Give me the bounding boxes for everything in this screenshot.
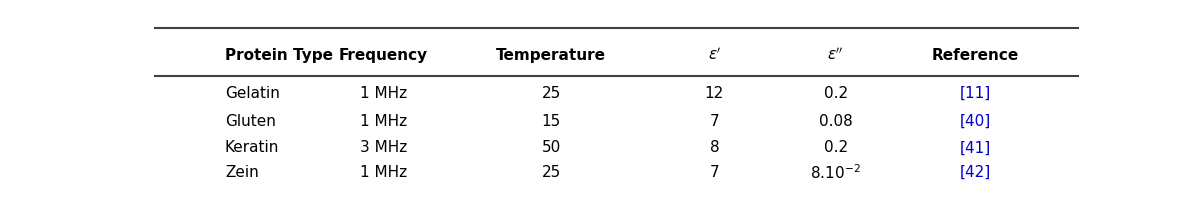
Text: [40]: [40] [960,114,991,128]
Text: 1 MHz: 1 MHz [360,114,407,128]
Text: 0.2: 0.2 [824,86,848,101]
Text: 25: 25 [541,164,561,179]
Text: Gluten: Gluten [225,114,275,128]
Text: $\varepsilon''$: $\varepsilon''$ [828,47,845,63]
Text: 7: 7 [710,164,719,179]
Text: [11]: [11] [960,86,991,101]
Text: 0.2: 0.2 [824,140,848,155]
Text: 3 MHz: 3 MHz [360,140,407,155]
Text: 7: 7 [710,114,719,128]
Text: 1 MHz: 1 MHz [360,86,407,101]
Text: 15: 15 [541,114,561,128]
Text: 12: 12 [705,86,724,101]
Text: Temperature: Temperature [497,47,606,62]
Text: Gelatin: Gelatin [225,86,280,101]
Text: Protein Type: Protein Type [225,47,333,62]
Text: $\varepsilon'$: $\varepsilon'$ [707,47,722,63]
Text: 8: 8 [710,140,719,155]
Text: Frequency: Frequency [339,47,428,62]
Text: [41]: [41] [960,140,991,155]
Text: 1 MHz: 1 MHz [360,164,407,179]
Text: Keratin: Keratin [225,140,279,155]
Text: 0.08: 0.08 [819,114,853,128]
Text: Reference: Reference [932,47,1019,62]
Text: [42]: [42] [960,164,991,179]
Text: 50: 50 [541,140,561,155]
Text: $8.10^{-2}$: $8.10^{-2}$ [811,163,861,181]
Text: 25: 25 [541,86,561,101]
Text: Zein: Zein [225,164,259,179]
